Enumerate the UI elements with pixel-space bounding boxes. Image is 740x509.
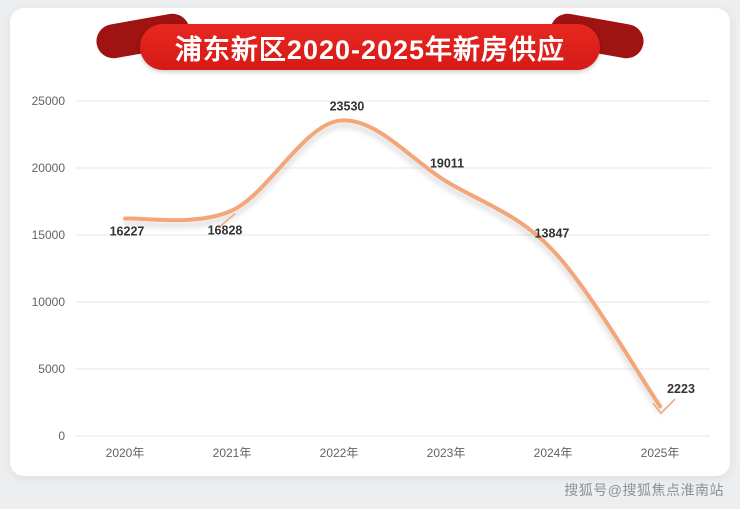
svg-text:2025年: 2025年 bbox=[641, 446, 680, 460]
svg-text:16828: 16828 bbox=[208, 224, 243, 238]
data-labels: 16227 16828 23530 19011 13847 2223 bbox=[110, 100, 695, 397]
svg-text:10000: 10000 bbox=[32, 295, 66, 309]
series-line bbox=[123, 118, 676, 415]
svg-text:16227: 16227 bbox=[110, 225, 145, 239]
svg-text:2023年: 2023年 bbox=[427, 446, 466, 460]
svg-text:20000: 20000 bbox=[32, 161, 66, 175]
svg-text:5000: 5000 bbox=[38, 362, 65, 376]
svg-text:23530: 23530 bbox=[330, 100, 365, 114]
svg-text:2223: 2223 bbox=[667, 382, 695, 396]
chart-title: 浦东新区2020-2025年新房供应 bbox=[174, 34, 566, 65]
svg-text:2024年: 2024年 bbox=[534, 446, 573, 460]
axis-labels: 0 5000 10000 15000 20000 25000 2020年 2021年 2022年… bbox=[32, 94, 680, 460]
line-chart: 0 5000 10000 15000 20000 25000 2020年 2021年 2022年… bbox=[32, 94, 710, 460]
svg-text:2021年: 2021年 bbox=[213, 446, 252, 460]
svg-text:15000: 15000 bbox=[32, 228, 66, 242]
svg-text:25000: 25000 bbox=[32, 94, 66, 108]
grid-lines bbox=[75, 100, 710, 437]
svg-text:0: 0 bbox=[58, 429, 65, 443]
chart-card: 浦东新区2020-2025年新房供应 0 5000 10000 15000 20000 2… bbox=[10, 8, 730, 476]
svg-text:19011: 19011 bbox=[430, 156, 464, 170]
svg-text:2020年: 2020年 bbox=[106, 446, 145, 460]
ribbon-banner: 浦东新区2020-2025年新房供应 bbox=[140, 24, 600, 70]
title-ribbon: 浦东新区2020-2025年新房供应 bbox=[10, 11, 730, 78]
watermark: 搜狐号@搜狐焦点淮南站 bbox=[564, 482, 724, 498]
svg-text:13847: 13847 bbox=[535, 226, 570, 240]
svg-text:2022年: 2022年 bbox=[320, 446, 359, 460]
